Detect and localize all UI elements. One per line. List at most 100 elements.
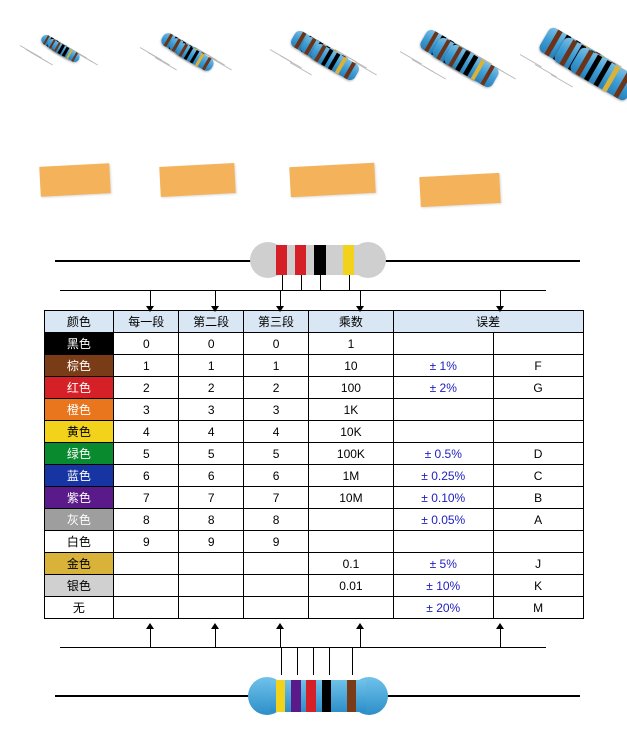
color-swatch-cell: 橙色 bbox=[44, 399, 114, 421]
data-cell: 1K bbox=[308, 399, 393, 421]
tolerance-cell: ± 0.05% bbox=[393, 509, 493, 531]
data-cell: 10M bbox=[308, 487, 393, 509]
color-swatch-cell: 紫色 bbox=[44, 487, 114, 509]
photo-resistor-body bbox=[309, 41, 361, 82]
col-header: 乘数 bbox=[308, 311, 393, 333]
table-row: 绿色555100K± 0.5%D bbox=[44, 443, 583, 465]
tolerance-cell: ± 0.25% bbox=[393, 465, 493, 487]
data-cell: 3 bbox=[179, 399, 244, 421]
color-swatch-cell: 黄色 bbox=[44, 421, 114, 443]
tolerance-cell bbox=[393, 333, 493, 355]
data-cell: 2 bbox=[244, 377, 309, 399]
data-cell bbox=[179, 575, 244, 597]
band-4 bbox=[322, 680, 332, 712]
data-cell bbox=[114, 575, 179, 597]
code-cell: C bbox=[493, 465, 583, 487]
data-cell bbox=[114, 597, 179, 619]
photo-resistor-body bbox=[51, 40, 82, 64]
resistor-photo-strip bbox=[0, 0, 627, 220]
data-cell bbox=[308, 509, 393, 531]
tolerance-cell: ± 0.5% bbox=[393, 443, 493, 465]
data-cell: 0 bbox=[179, 333, 244, 355]
data-cell: 10K bbox=[308, 421, 393, 443]
col-header: 第二段 bbox=[179, 311, 244, 333]
data-cell: 3 bbox=[244, 399, 309, 421]
table-row: 黑色0001 bbox=[44, 333, 583, 355]
band-5 bbox=[347, 680, 357, 712]
table-row: 橙色3331K bbox=[44, 399, 583, 421]
table-row: 紫色77710M± 0.10%B bbox=[44, 487, 583, 509]
color-swatch-cell: 灰色 bbox=[44, 509, 114, 531]
data-cell: 7 bbox=[114, 487, 179, 509]
color-swatch-cell: 红色 bbox=[44, 377, 114, 399]
tolerance-cell: ± 5% bbox=[393, 553, 493, 575]
data-cell: 5 bbox=[244, 443, 309, 465]
color-code-table-wrap: 颜色每一段第二段第三段乘数误差黑色0001棕色11110± 1%F红色22210… bbox=[44, 310, 584, 619]
color-swatch-cell: 白色 bbox=[44, 531, 114, 553]
table-row: 黄色44410K bbox=[44, 421, 583, 443]
table-row: 蓝色6661M± 0.25%C bbox=[44, 465, 583, 487]
data-cell: 9 bbox=[114, 531, 179, 553]
band-1 bbox=[276, 245, 288, 275]
top-resistor-body bbox=[270, 245, 366, 275]
table-row: 灰色888± 0.05%A bbox=[44, 509, 583, 531]
data-cell: 2 bbox=[114, 377, 179, 399]
photo-group bbox=[530, 10, 627, 210]
data-cell: 4 bbox=[244, 421, 309, 443]
data-cell: 3 bbox=[114, 399, 179, 421]
size-label-sticker bbox=[289, 163, 375, 197]
data-cell: 5 bbox=[179, 443, 244, 465]
color-swatch-cell: 黑色 bbox=[44, 333, 114, 355]
band-4 bbox=[343, 245, 355, 275]
color-swatch-cell: 银色 bbox=[44, 575, 114, 597]
code-cell bbox=[493, 333, 583, 355]
data-cell: 9 bbox=[179, 531, 244, 553]
code-cell: G bbox=[493, 377, 583, 399]
data-cell bbox=[308, 597, 393, 619]
code-cell: K bbox=[493, 575, 583, 597]
bottom-resistor-body bbox=[270, 680, 366, 712]
color-swatch-cell: 绿色 bbox=[44, 443, 114, 465]
band-2 bbox=[291, 680, 301, 712]
data-cell: 8 bbox=[244, 509, 309, 531]
data-cell bbox=[244, 553, 309, 575]
data-cell: 9 bbox=[244, 531, 309, 553]
size-label-sticker bbox=[419, 173, 500, 207]
band-3 bbox=[314, 245, 326, 275]
data-cell: 8 bbox=[114, 509, 179, 531]
code-cell bbox=[493, 531, 583, 553]
band-1 bbox=[276, 680, 286, 712]
data-cell bbox=[244, 575, 309, 597]
code-cell: B bbox=[493, 487, 583, 509]
col-header: 每一段 bbox=[114, 311, 179, 333]
data-cell: 6 bbox=[179, 465, 244, 487]
size-label-sticker bbox=[39, 163, 110, 197]
code-cell: J bbox=[493, 553, 583, 575]
bottom-schematic-5band bbox=[0, 623, 627, 723]
table-row: 棕色11110± 1%F bbox=[44, 355, 583, 377]
photo-group bbox=[410, 10, 520, 210]
color-swatch-cell: 蓝色 bbox=[44, 465, 114, 487]
col-header-tolerance: 误差 bbox=[393, 311, 583, 333]
code-cell: A bbox=[493, 509, 583, 531]
data-cell: 100 bbox=[308, 377, 393, 399]
data-cell: 2 bbox=[179, 377, 244, 399]
data-cell: 1 bbox=[308, 333, 393, 355]
table-row: 银色0.01± 10%K bbox=[44, 575, 583, 597]
data-cell bbox=[308, 531, 393, 553]
table-row: 白色999 bbox=[44, 531, 583, 553]
table-row: 无± 20%M bbox=[44, 597, 583, 619]
data-cell: 1 bbox=[114, 355, 179, 377]
data-cell: 7 bbox=[179, 487, 244, 509]
tolerance-cell: ± 2% bbox=[393, 377, 493, 399]
tolerance-cell: ± 10% bbox=[393, 575, 493, 597]
color-swatch-cell: 无 bbox=[44, 597, 114, 619]
color-swatch-cell: 棕色 bbox=[44, 355, 114, 377]
data-cell: 1 bbox=[179, 355, 244, 377]
data-cell: 4 bbox=[114, 421, 179, 443]
data-cell: 5 bbox=[114, 443, 179, 465]
photo-resistor-body bbox=[568, 45, 627, 102]
data-cell: 10 bbox=[308, 355, 393, 377]
tolerance-cell bbox=[393, 421, 493, 443]
band-2 bbox=[295, 245, 307, 275]
